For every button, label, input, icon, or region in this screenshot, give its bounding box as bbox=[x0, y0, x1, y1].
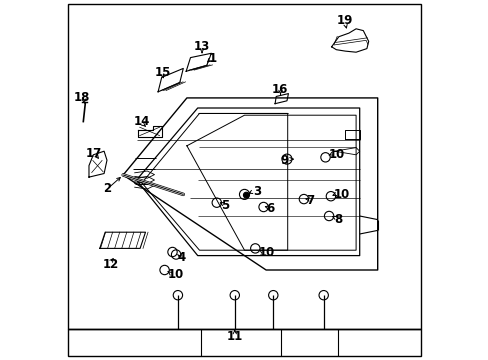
Text: 13: 13 bbox=[194, 40, 210, 53]
Text: 3: 3 bbox=[253, 185, 261, 198]
Text: 10: 10 bbox=[328, 148, 345, 161]
Text: 7: 7 bbox=[306, 194, 314, 207]
Text: 12: 12 bbox=[102, 258, 119, 271]
Text: 2: 2 bbox=[103, 182, 111, 195]
Bar bbox=[68, 329, 420, 356]
Text: 18: 18 bbox=[73, 91, 90, 104]
Text: 19: 19 bbox=[336, 14, 352, 27]
Text: 10: 10 bbox=[167, 268, 183, 281]
Text: 17: 17 bbox=[86, 147, 102, 159]
Text: 8: 8 bbox=[333, 213, 341, 226]
Text: 5: 5 bbox=[221, 199, 229, 212]
Text: 6: 6 bbox=[265, 202, 274, 215]
Text: 10: 10 bbox=[333, 188, 349, 201]
Text: 1: 1 bbox=[208, 52, 216, 65]
Text: 4: 4 bbox=[178, 251, 186, 264]
Text: 15: 15 bbox=[154, 66, 170, 78]
Text: 10: 10 bbox=[258, 246, 275, 259]
Text: 11: 11 bbox=[226, 330, 243, 343]
Text: 14: 14 bbox=[133, 115, 150, 128]
Text: 9: 9 bbox=[280, 154, 288, 167]
Text: 16: 16 bbox=[271, 83, 287, 96]
Circle shape bbox=[243, 192, 249, 198]
